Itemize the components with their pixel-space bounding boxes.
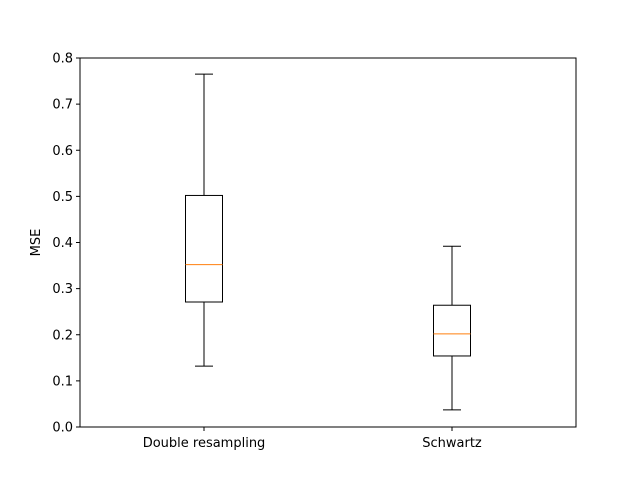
y-tick-label: 0.0	[52, 421, 73, 436]
y-tick-label: 0.8	[52, 52, 73, 67]
box-2	[433, 245, 471, 411]
x-tick-label: Double resampling	[143, 436, 266, 451]
x-tick-label: Schwartz	[422, 436, 482, 451]
y-tick-label: 0.5	[52, 190, 73, 205]
y-axis-ticks: 0.0 0.1 0.2 0.3 0.4 0.5 0.6 0.7 0.8	[52, 52, 80, 436]
y-tick-label: 0.6	[52, 144, 73, 159]
y-tick-label: 0.7	[52, 98, 73, 113]
y-axis-label: MSE	[29, 229, 44, 257]
box-series	[185, 73, 471, 411]
y-tick-label: 0.2	[52, 328, 73, 343]
iqr-box	[185, 194, 223, 303]
box-1	[185, 73, 223, 367]
plot-frame	[79, 57, 577, 428]
y-tick-label: 0.1	[52, 374, 73, 389]
x-axis-ticks: Double resampling Schwartz	[143, 427, 482, 451]
y-tick-label: 0.4	[52, 236, 73, 251]
y-tick-label: 0.3	[52, 282, 73, 297]
iqr-box	[433, 304, 471, 357]
